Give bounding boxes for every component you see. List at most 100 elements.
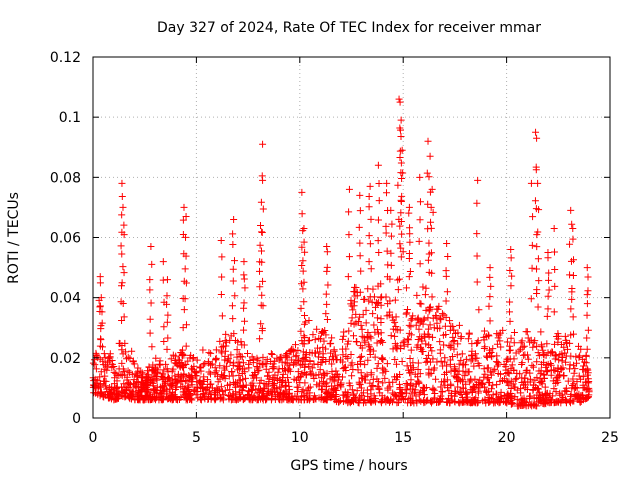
x-tick-label: 5 bbox=[192, 430, 201, 446]
data-point bbox=[561, 332, 569, 340]
data-point bbox=[570, 397, 578, 405]
data-point bbox=[143, 367, 151, 375]
data-point bbox=[278, 395, 286, 403]
data-point bbox=[584, 273, 592, 281]
data-point bbox=[138, 384, 146, 392]
data-point bbox=[344, 354, 352, 362]
data-point bbox=[229, 277, 237, 285]
data-point bbox=[229, 230, 237, 238]
data-point bbox=[556, 350, 564, 358]
data-point bbox=[550, 248, 558, 256]
data-point bbox=[285, 378, 293, 386]
x-tick-label: 0 bbox=[89, 430, 98, 446]
data-point bbox=[96, 279, 104, 287]
data-point bbox=[416, 173, 424, 181]
data-point bbox=[447, 380, 455, 388]
data-point bbox=[206, 390, 214, 398]
data-point bbox=[395, 95, 403, 103]
data-point bbox=[458, 350, 466, 358]
data-point bbox=[361, 295, 369, 303]
data-point bbox=[164, 395, 172, 403]
data-point bbox=[149, 361, 157, 369]
data-point bbox=[139, 370, 147, 378]
data-point bbox=[359, 311, 367, 319]
data-point bbox=[369, 285, 377, 293]
data-point bbox=[383, 189, 391, 197]
data-point bbox=[537, 328, 545, 336]
data-point bbox=[583, 264, 591, 272]
data-point bbox=[424, 137, 432, 145]
data-point bbox=[428, 185, 436, 193]
data-point bbox=[398, 230, 406, 238]
data-point bbox=[182, 233, 190, 241]
data-point bbox=[569, 375, 577, 383]
data-point bbox=[167, 355, 175, 363]
data-point bbox=[468, 340, 476, 348]
data-point bbox=[356, 239, 364, 247]
data-point bbox=[569, 224, 577, 232]
data-point bbox=[369, 310, 377, 318]
data-point bbox=[420, 384, 428, 392]
data-point bbox=[547, 349, 555, 357]
data-point bbox=[115, 365, 123, 373]
data-point bbox=[284, 366, 292, 374]
data-point bbox=[323, 248, 331, 256]
data-point bbox=[134, 383, 142, 391]
data-point bbox=[326, 392, 334, 400]
data-point bbox=[454, 370, 462, 378]
data-point bbox=[405, 203, 413, 211]
data-point bbox=[415, 237, 423, 245]
data-point bbox=[298, 388, 306, 396]
data-point bbox=[437, 357, 445, 365]
data-point bbox=[482, 399, 490, 407]
data-point bbox=[495, 398, 503, 406]
data-point bbox=[456, 389, 464, 397]
data-point bbox=[253, 362, 261, 370]
data-point bbox=[545, 269, 553, 277]
data-point bbox=[240, 258, 248, 266]
data-point bbox=[383, 360, 391, 368]
data-point bbox=[216, 337, 224, 345]
data-point bbox=[398, 357, 406, 365]
x-tick-label: 20 bbox=[498, 430, 516, 446]
data-point bbox=[490, 399, 498, 407]
data-point bbox=[544, 254, 552, 262]
data-point bbox=[300, 332, 308, 340]
data-point bbox=[383, 312, 391, 320]
data-point bbox=[443, 398, 451, 406]
data-point bbox=[480, 327, 488, 335]
data-point bbox=[510, 366, 518, 374]
data-point bbox=[504, 368, 512, 376]
data-point bbox=[270, 363, 278, 371]
data-point bbox=[284, 394, 292, 402]
data-point bbox=[345, 253, 353, 261]
data-point bbox=[416, 260, 424, 268]
data-point bbox=[227, 351, 235, 359]
data-point bbox=[306, 357, 314, 365]
data-point bbox=[182, 342, 190, 350]
data-point bbox=[113, 395, 121, 403]
data-point bbox=[532, 128, 540, 136]
data-point bbox=[355, 223, 363, 231]
y-tick-label: 0.04 bbox=[50, 291, 81, 307]
data-point bbox=[318, 358, 326, 366]
data-point bbox=[277, 353, 285, 361]
data-point bbox=[297, 396, 305, 404]
data-point bbox=[356, 381, 364, 389]
data-point bbox=[366, 396, 374, 404]
data-point bbox=[533, 243, 541, 251]
data-point bbox=[292, 353, 300, 361]
data-point bbox=[241, 284, 249, 292]
data-point bbox=[356, 313, 364, 321]
data-point bbox=[493, 390, 501, 398]
data-point bbox=[519, 401, 527, 409]
data-point bbox=[355, 380, 363, 388]
data-point bbox=[508, 399, 516, 407]
data-point bbox=[387, 332, 395, 340]
data-point bbox=[119, 350, 127, 358]
data-point bbox=[310, 375, 318, 383]
data-point bbox=[370, 392, 378, 400]
data-point bbox=[557, 340, 565, 348]
data-point bbox=[450, 363, 458, 371]
data-point bbox=[260, 387, 268, 395]
